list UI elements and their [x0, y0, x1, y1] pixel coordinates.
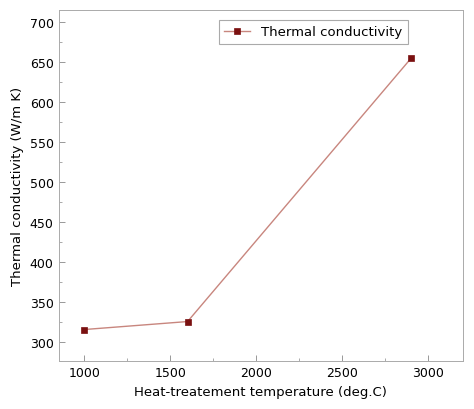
Thermal conductivity	[82, 327, 87, 332]
Thermal conductivity	[409, 56, 414, 61]
X-axis label: Heat-treatement temperature (deg.C): Heat-treatement temperature (deg.C)	[134, 385, 387, 398]
Legend: Thermal conductivity: Thermal conductivity	[219, 21, 408, 45]
Y-axis label: Thermal conductivity (W/m K): Thermal conductivity (W/m K)	[11, 87, 24, 285]
Thermal conductivity	[185, 319, 191, 324]
Line: Thermal conductivity: Thermal conductivity	[81, 55, 415, 333]
